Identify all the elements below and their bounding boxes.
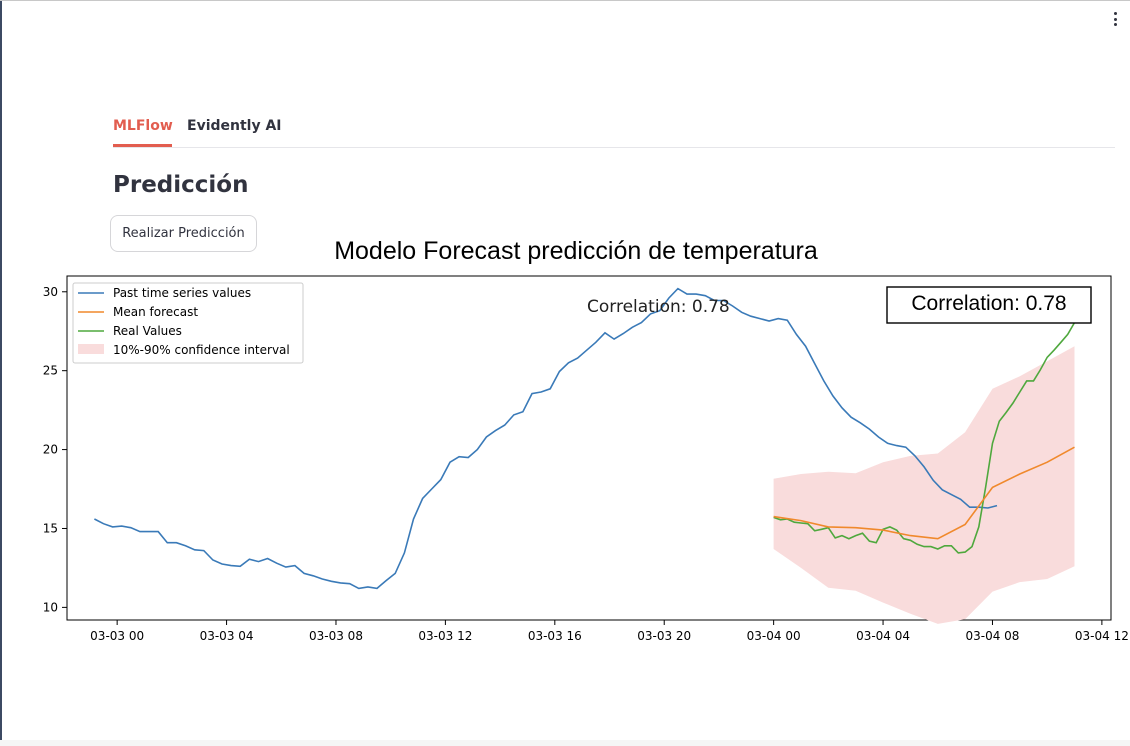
y-tick-label: 30	[43, 285, 58, 299]
x-tick-label: 03-04 04	[856, 629, 910, 643]
correlation-annotation: Correlation: 0.78	[587, 297, 730, 317]
chart-title: Modelo Forecast predicción de temperatur…	[334, 237, 818, 265]
kebab-menu-icon[interactable]	[1108, 12, 1122, 26]
series-line-mean-forecast	[773, 446, 1075, 540]
tab-evidently-ai[interactable]: Evidently AI	[187, 118, 282, 134]
forecast-chart: Modelo Forecast predicción de temperatur…	[43, 237, 1129, 643]
y-tick-label: 10	[43, 600, 58, 614]
legend-frame	[72, 282, 304, 364]
y-tick-label: 15	[43, 521, 58, 535]
window-top-border	[0, 0, 1130, 1]
legend-label-real: Real Values	[113, 324, 182, 338]
x-tick-label: 03-04 08	[965, 629, 1019, 643]
x-tick-label: 03-03 12	[418, 629, 472, 643]
confidence-band	[773, 346, 1075, 624]
correlation-box-frame	[886, 286, 1092, 324]
tab-mlflow[interactable]: MLFlow	[113, 118, 173, 134]
x-tick-label: 03-03 16	[528, 629, 582, 643]
x-tick-label: 03-03 20	[637, 629, 691, 643]
legend-label-mean: Mean forecast	[113, 305, 198, 319]
active-tab-underline	[113, 144, 172, 147]
page-title: Predicción	[113, 172, 249, 198]
x-axis-ticks: 03-03 00 03-03 04 03-03 08 03-03 12 03-03 16…	[90, 620, 1129, 643]
y-tick-label: 25	[43, 364, 58, 378]
x-tick-label: 03-04 12	[1075, 629, 1129, 643]
legend-swatch-band	[78, 344, 104, 354]
y-axis-ticks: 10 15 20 25 30	[43, 285, 67, 614]
tab-bar: MLFlow Evidently AI	[113, 115, 1115, 148]
x-tick-label: 03-03 04	[200, 629, 254, 643]
x-tick-label: 03-03 00	[90, 629, 144, 643]
x-tick-label: 03-04 00	[747, 629, 801, 643]
plot-area-frame	[66, 275, 1112, 621]
legend: Past time series values Mean forecast Re…	[72, 282, 304, 364]
x-tick-label: 03-03 08	[309, 629, 363, 643]
legend-label-band: 10%-90% confidence interval	[113, 343, 290, 357]
y-tick-label: 20	[43, 443, 58, 457]
predict-button[interactable]: Realizar Predicción	[110, 215, 257, 252]
correlation-box-text: Correlation: 0.78	[911, 292, 1066, 315]
legend-label-past: Past time series values	[113, 286, 251, 300]
series-line-real-values	[773, 322, 1076, 554]
window-left-border	[0, 0, 2, 746]
bottom-strip	[0, 740, 1130, 746]
series-line-past-time-series-values	[94, 287, 998, 590]
